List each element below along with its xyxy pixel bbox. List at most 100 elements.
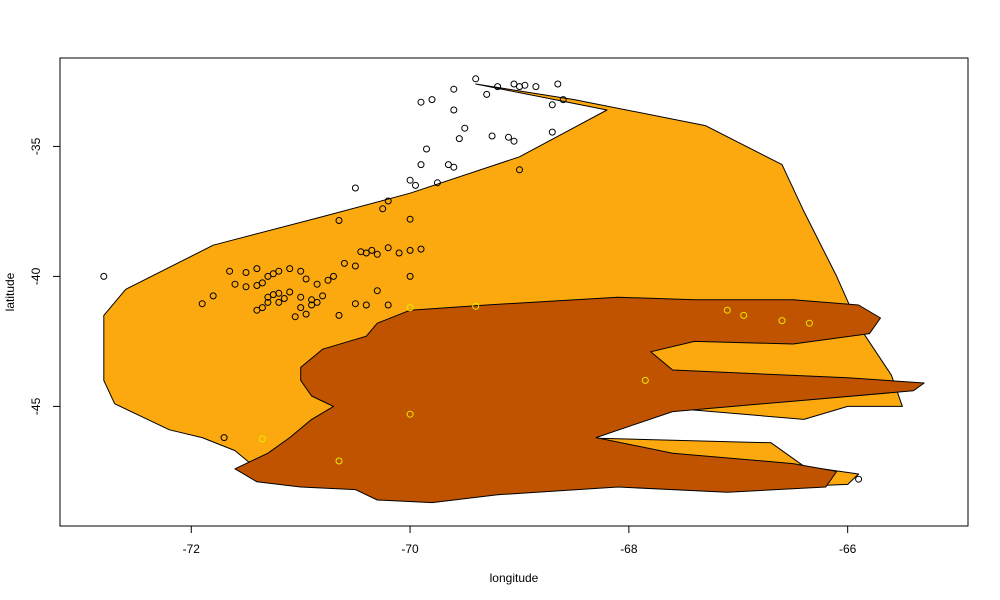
data-point [450, 85, 458, 93]
data-point [521, 81, 529, 89]
data-point [778, 317, 786, 325]
data-point [362, 301, 370, 309]
x-tick-label: -66 [839, 542, 857, 556]
data-point [275, 298, 283, 306]
data-point [554, 80, 562, 88]
data-point [510, 137, 518, 145]
data-point [269, 291, 277, 299]
data-point [297, 304, 305, 312]
data-point [384, 197, 392, 205]
x-axis-label: longitude [490, 571, 539, 585]
y-tick-label: -45 [29, 397, 43, 415]
data-point [395, 249, 403, 257]
data-point [805, 319, 813, 327]
data-point [510, 80, 518, 88]
data-point [406, 176, 414, 184]
data-point [641, 376, 649, 384]
data-point [417, 161, 425, 169]
data-point [559, 96, 567, 104]
data-point [308, 301, 316, 309]
data-point [335, 217, 343, 224]
data-point [330, 272, 337, 280]
data-point [548, 128, 556, 136]
data-point [505, 133, 512, 141]
data-point [297, 267, 305, 275]
data-point [412, 181, 419, 189]
data-point [406, 246, 414, 254]
region-1 [234, 296, 925, 504]
data-point [494, 83, 502, 91]
data-point [351, 300, 359, 308]
data-point [269, 270, 277, 278]
data-point [335, 457, 343, 465]
data-point [258, 435, 266, 443]
data-point [302, 310, 310, 318]
y-tick-label: -35 [29, 137, 43, 155]
data-point [209, 292, 217, 300]
data-point [313, 298, 321, 306]
data-point [258, 279, 266, 287]
data-point [100, 272, 108, 280]
x-tick-label: -70 [401, 542, 419, 556]
data-point [313, 280, 321, 288]
data-point [548, 101, 556, 109]
data-point [340, 259, 348, 267]
data-point [532, 83, 540, 91]
data-point [198, 300, 206, 308]
data-point [406, 410, 414, 418]
data-point [483, 90, 491, 98]
data-point [351, 184, 359, 192]
data-point [280, 295, 288, 302]
x-tick-label: -68 [620, 542, 638, 556]
x-tick-label: -72 [183, 542, 201, 556]
data-points [100, 75, 863, 483]
data-point [516, 166, 523, 174]
x-axis: -72 -70 -68 -66 [183, 525, 857, 556]
data-point [264, 293, 272, 301]
data-point [379, 205, 387, 213]
data-point [455, 135, 463, 143]
data-point [297, 293, 305, 301]
data-point [220, 434, 228, 442]
data-point [406, 215, 414, 223]
data-point [258, 304, 266, 312]
data-point [417, 98, 425, 106]
data-point [855, 475, 863, 483]
data-point [335, 311, 343, 319]
data-point [286, 265, 294, 273]
data-point [351, 262, 359, 270]
data-point [423, 145, 430, 153]
data-point [406, 304, 414, 312]
data-point [450, 163, 458, 171]
data-point [384, 244, 392, 252]
data-point [461, 124, 469, 132]
data-point [242, 283, 250, 291]
data-point [264, 272, 272, 280]
data-point [302, 275, 310, 283]
data-point [357, 248, 365, 256]
map-regions [103, 83, 925, 504]
data-point [428, 96, 436, 104]
data-point [444, 161, 452, 169]
data-point [308, 296, 316, 304]
data-point [368, 246, 376, 254]
data-point [231, 280, 239, 288]
data-point [488, 132, 496, 140]
data-point [253, 265, 261, 273]
data-point [472, 302, 480, 310]
data-point [472, 75, 480, 83]
data-point [226, 267, 234, 275]
y-tick-label: -40 [29, 267, 43, 285]
data-point [373, 250, 381, 258]
data-point [417, 245, 425, 253]
data-point [740, 311, 748, 319]
data-point [286, 288, 294, 296]
data-point [319, 292, 327, 300]
data-point [242, 269, 250, 276]
data-point [406, 272, 414, 280]
data-point [324, 276, 332, 284]
data-point [291, 313, 299, 321]
data-point [264, 298, 272, 306]
data-point [433, 179, 441, 187]
